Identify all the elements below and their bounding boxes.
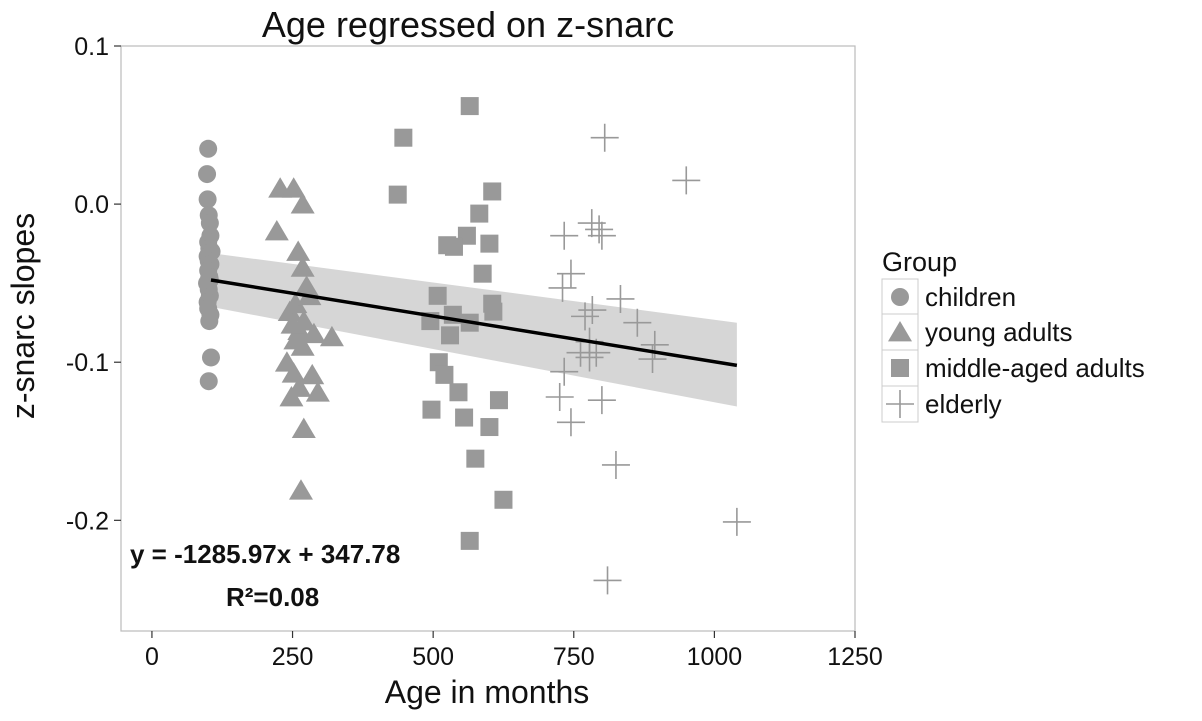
data-point <box>722 507 751 536</box>
data-point <box>556 408 585 437</box>
y-axis-label: z-snarc slopes <box>5 213 41 419</box>
data-point <box>290 335 315 356</box>
data-point <box>441 326 460 345</box>
data-point <box>640 330 669 359</box>
data-point <box>280 313 305 334</box>
data-point <box>587 386 616 415</box>
data-point <box>198 165 217 184</box>
data-point <box>601 450 630 479</box>
data-point <box>483 182 502 201</box>
legend-title: Group <box>882 247 957 277</box>
data-point <box>422 400 441 419</box>
series-elderly <box>545 123 751 595</box>
x-tick-label: 750 <box>553 643 595 671</box>
legend-label: middle-aged adults <box>925 353 1145 383</box>
series-children <box>198 139 221 391</box>
plot-area <box>120 45 856 632</box>
data-point <box>394 128 413 147</box>
data-point <box>550 221 579 250</box>
data-point <box>571 302 600 331</box>
data-point <box>489 391 508 410</box>
legend-key-square-icon <box>891 359 909 377</box>
x-tick-label: 250 <box>272 643 314 671</box>
y-tick-label: -0.1 <box>66 349 109 377</box>
x-axis-label: Age in months <box>385 674 590 710</box>
data-point <box>290 256 315 277</box>
y-tick-label: 0.0 <box>74 191 109 219</box>
regression-equation: y = -1285.97x + 347.78 <box>130 539 400 569</box>
data-point <box>200 271 219 289</box>
r-squared-label: R²=0.08 <box>226 582 319 612</box>
data-point <box>575 343 604 372</box>
data-point <box>455 408 474 427</box>
data-point <box>556 259 585 288</box>
data-point <box>300 363 325 385</box>
x-tick-label: 1000 <box>687 643 743 671</box>
chart-title: Age regressed on z-snarc <box>262 4 674 45</box>
data-point <box>291 417 316 438</box>
data-point <box>449 383 468 402</box>
data-point <box>200 214 219 233</box>
data-point <box>470 204 489 223</box>
legend-label: young adults <box>925 317 1072 347</box>
legend: Group children young adults middle-aged ad… <box>881 247 1145 423</box>
x-axis: 0 250 500 750 1000 1250 <box>145 631 883 671</box>
data-point <box>290 193 315 214</box>
data-point <box>638 345 667 374</box>
legend-key-triangle-icon <box>888 321 912 342</box>
data-point <box>480 418 499 437</box>
data-point <box>305 381 330 402</box>
data-point <box>201 348 220 367</box>
y-axis: 0.1 0.0 -0.1 -0.2 <box>66 33 121 535</box>
data-point <box>623 308 652 337</box>
data-point <box>548 273 577 302</box>
data-point <box>301 322 326 344</box>
data-point <box>466 449 485 468</box>
data-point <box>494 490 513 509</box>
legend-label: children <box>925 282 1016 312</box>
series-young-adults <box>264 177 344 500</box>
data-point <box>460 531 479 550</box>
legend-key-cross-icon <box>886 390 914 418</box>
x-tick-label: 0 <box>145 643 159 671</box>
legend-label: elderly <box>925 389 1002 419</box>
data-point <box>388 185 407 204</box>
data-point <box>606 284 635 313</box>
data-point <box>460 97 479 116</box>
x-tick-label: 500 <box>412 643 454 671</box>
data-point <box>199 372 218 391</box>
data-point <box>585 215 614 244</box>
y-tick-label: 0.1 <box>74 33 109 61</box>
data-point <box>279 386 304 407</box>
data-point <box>473 264 492 283</box>
data-point <box>444 237 463 256</box>
data-point <box>319 325 344 347</box>
data-point <box>264 219 289 241</box>
data-point <box>593 566 622 595</box>
data-point <box>545 383 574 411</box>
data-point <box>428 286 447 305</box>
y-tick-label: -0.2 <box>66 507 109 535</box>
legend-key-circle-icon <box>891 288 909 306</box>
data-point <box>281 177 306 198</box>
x-tick-label: 1250 <box>827 643 883 671</box>
data-point <box>288 479 313 500</box>
data-point <box>200 312 219 331</box>
data-point <box>435 365 454 384</box>
data-point <box>578 296 607 325</box>
regression-line <box>210 278 738 368</box>
data-point <box>199 139 218 158</box>
data-point <box>286 240 311 261</box>
data-point <box>484 302 503 321</box>
data-point <box>587 221 616 250</box>
data-point <box>550 357 579 386</box>
data-point <box>198 190 217 209</box>
data-point <box>277 300 302 321</box>
data-point <box>480 234 499 253</box>
series-middle-aged-adults <box>388 97 513 550</box>
data-point <box>672 166 701 195</box>
data-point <box>590 123 619 152</box>
